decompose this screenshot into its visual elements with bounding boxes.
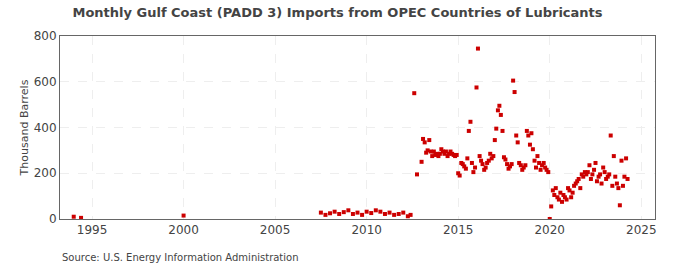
svg-text:2025: 2025 (626, 223, 657, 237)
svg-text:400: 400 (34, 121, 57, 135)
svg-text:Source: U.S. Energy Informatio: Source: U.S. Energy Information Administ… (62, 252, 299, 263)
svg-text:600: 600 (34, 75, 57, 89)
svg-text:1995: 1995 (77, 223, 108, 237)
svg-text:2020: 2020 (534, 223, 565, 237)
svg-text:200: 200 (34, 166, 57, 180)
svg-text:2000: 2000 (168, 223, 199, 237)
svg-text:Monthly Gulf Coast (PADD 3) Im: Monthly Gulf Coast (PADD 3) Imports from… (72, 5, 602, 20)
svg-text:2005: 2005 (260, 223, 291, 237)
svg-text:2010: 2010 (351, 223, 382, 237)
svg-text:Thousand Barrels: Thousand Barrels (18, 79, 31, 176)
svg-text:800: 800 (34, 29, 57, 43)
svg-text:2015: 2015 (443, 223, 474, 237)
svg-text:0: 0 (49, 212, 57, 226)
